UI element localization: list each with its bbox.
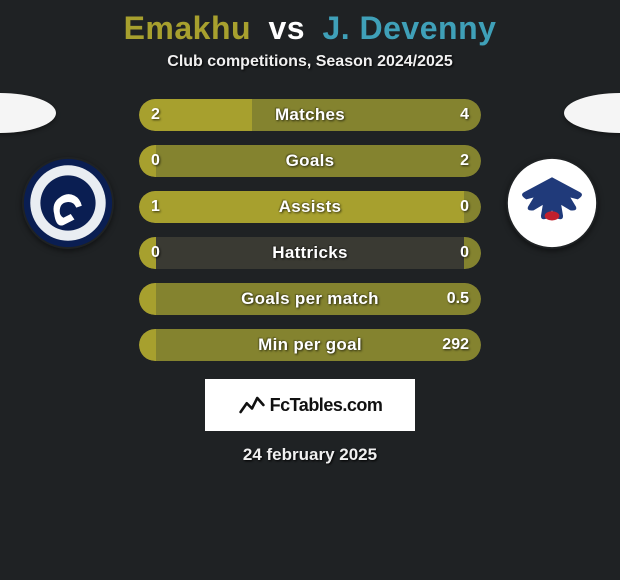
stat-row: 02Goals — [139, 145, 481, 177]
comparison-stage: 24Matches 02Goals 10Assists 00Hattricks 0.5G… — [0, 99, 620, 361]
stat-row: 24Matches — [139, 99, 481, 131]
stat-row: 00Hattricks — [139, 237, 481, 269]
millwall-crest-icon — [22, 157, 114, 249]
player-left-placeholder — [0, 93, 56, 133]
stat-row: 292Min per goal — [139, 329, 481, 361]
stat-label: Hattricks — [139, 237, 481, 269]
player-right-name: J. Devenny — [322, 10, 496, 46]
stat-label: Assists — [139, 191, 481, 223]
stat-row: 0.5Goals per match — [139, 283, 481, 315]
crystal-palace-crest-icon — [506, 157, 598, 249]
club-crest-left — [22, 157, 114, 249]
player-left-name: Emakhu — [124, 10, 251, 46]
vs-text: vs — [268, 10, 305, 46]
player-right-placeholder — [564, 93, 620, 133]
subtitle: Club competitions, Season 2024/2025 — [0, 53, 620, 71]
brand-text: FcTables.com — [270, 395, 383, 416]
stat-label: Min per goal — [139, 329, 481, 361]
date-text: 24 february 2025 — [0, 445, 620, 465]
page-title: Emakhu vs J. Devenny — [0, 0, 620, 47]
stat-label: Matches — [139, 99, 481, 131]
club-crest-right — [506, 157, 598, 249]
fctables-logo-icon — [238, 391, 266, 419]
stat-row: 10Assists — [139, 191, 481, 223]
brand-badge[interactable]: FcTables.com — [205, 379, 415, 431]
stat-bars-container: 24Matches 02Goals 10Assists 00Hattricks 0.5G… — [139, 99, 481, 361]
stat-label: Goals — [139, 145, 481, 177]
stat-label: Goals per match — [139, 283, 481, 315]
